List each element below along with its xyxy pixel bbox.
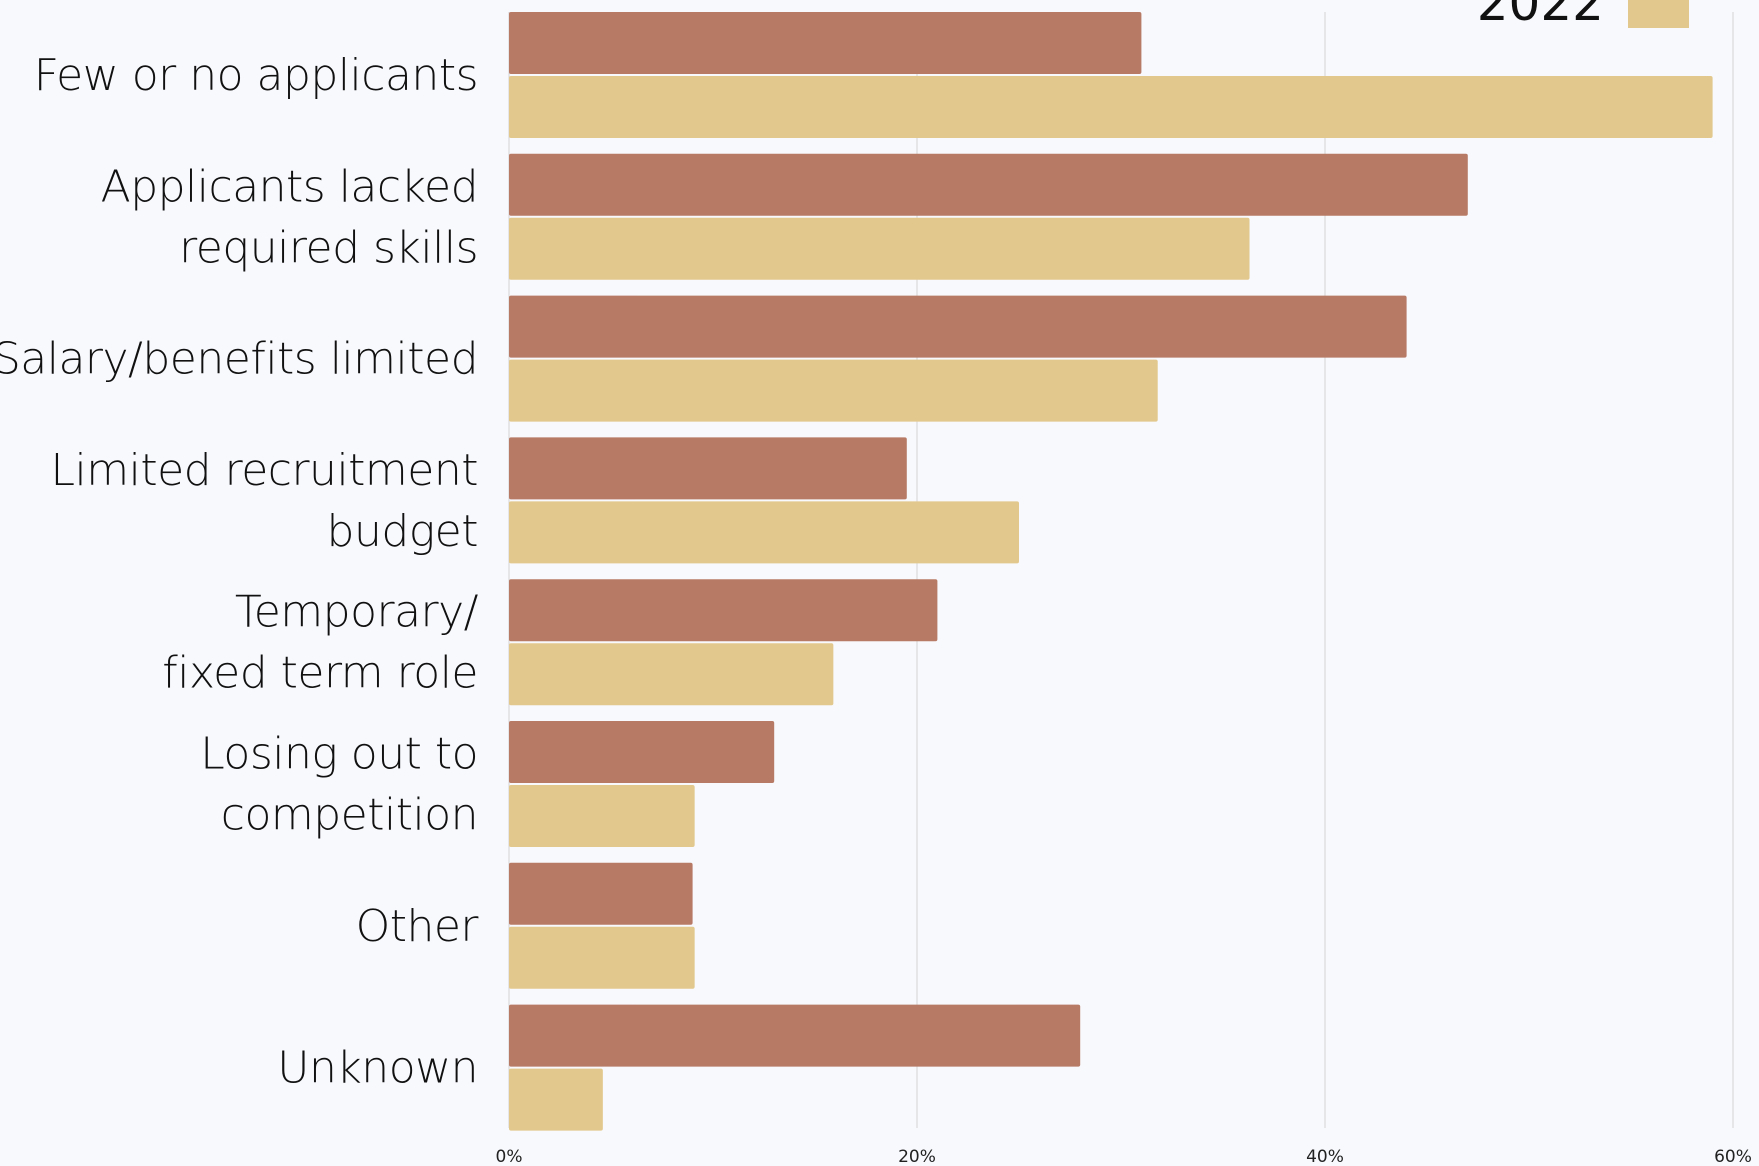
x-tick-label: 40% [1306,1147,1344,1166]
category-labels: Few or no applicants Applicants lacked req… [0,50,480,1094]
category-label: Applicants lacked [101,161,478,212]
bar-series-2-2 [509,359,1158,422]
category-label: Salary/benefits limited [0,334,478,385]
category-label: fixed term role [162,648,478,699]
bar-series-2-5 [509,785,695,847]
bar-series-1-4 [509,579,938,642]
bar-series-1-2 [509,295,1407,358]
category-label: Unknown [277,1043,478,1094]
category-label: required skills [179,222,478,273]
category-label: Limited recruitment [51,445,478,496]
x-tick-label: 0% [496,1147,523,1166]
category-label: Other [356,901,480,952]
bar-series-2-1 [509,217,1250,280]
category-label: Losing out to [200,729,478,780]
legend-label: 2022 [1477,0,1604,32]
x-axis-ticks: 0% 20% 40% 60% [496,1147,1752,1166]
bar-series-1-0 [509,12,1142,74]
bar-series-1-1 [509,153,1468,216]
category-label: budget [327,506,478,557]
category-label: Temporary/ [235,587,479,638]
bar-series-2-4 [509,643,834,706]
bar-series-2-0 [509,76,1713,138]
x-tick-label: 20% [898,1147,936,1166]
category-label: competition [221,790,478,841]
bar-series-1-5 [509,721,775,783]
bar-series-2-6 [509,926,695,989]
x-tick-label: 60% [1714,1147,1752,1166]
bars [509,12,1713,1131]
legend: 2022 [1477,0,1689,32]
bar-series-2-7 [509,1068,603,1131]
bar-series-1-7 [509,1004,1081,1067]
bar-series-1-3 [509,437,907,500]
legend-swatch [1628,0,1689,28]
bar-series-1-6 [509,862,693,925]
bar-series-2-3 [509,501,1019,564]
category-label: Few or no applicants [34,50,478,101]
